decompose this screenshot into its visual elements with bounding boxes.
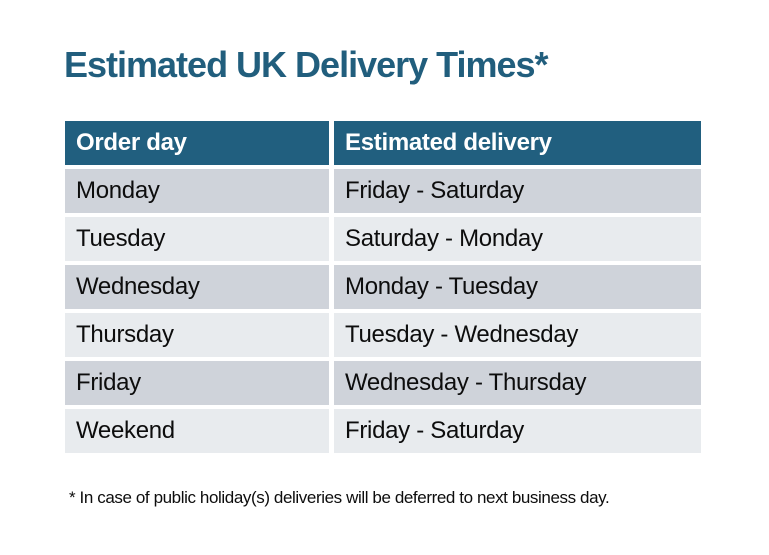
table-cell-estimated-delivery: Tuesday - Wednesday	[334, 313, 701, 357]
table-cell-order-day: Monday	[65, 169, 329, 213]
column-header-estimated-delivery: Estimated delivery	[334, 121, 701, 165]
column-header-order-day: Order day	[65, 121, 329, 165]
page-title: Estimated UK Delivery Times*	[64, 44, 549, 85]
table-cell-estimated-delivery: Monday - Tuesday	[334, 265, 701, 309]
table-cell-order-day: Weekend	[65, 409, 329, 453]
table-cell-order-day: Tuesday	[65, 217, 329, 261]
table-cell-order-day: Friday	[65, 361, 329, 405]
table-cell-estimated-delivery: Wednesday - Thursday	[334, 361, 701, 405]
table-cell-estimated-delivery: Saturday - Monday	[334, 217, 701, 261]
table-cell-order-day: Wednesday	[65, 265, 329, 309]
table-cell-order-day: Thursday	[65, 313, 329, 357]
delivery-times-table: Order day Estimated delivery Monday Frid…	[65, 121, 701, 453]
table-cell-estimated-delivery: Friday - Saturday	[334, 409, 701, 453]
footnote: * In case of public holiday(s) deliverie…	[69, 488, 610, 507]
table-cell-estimated-delivery: Friday - Saturday	[334, 169, 701, 213]
